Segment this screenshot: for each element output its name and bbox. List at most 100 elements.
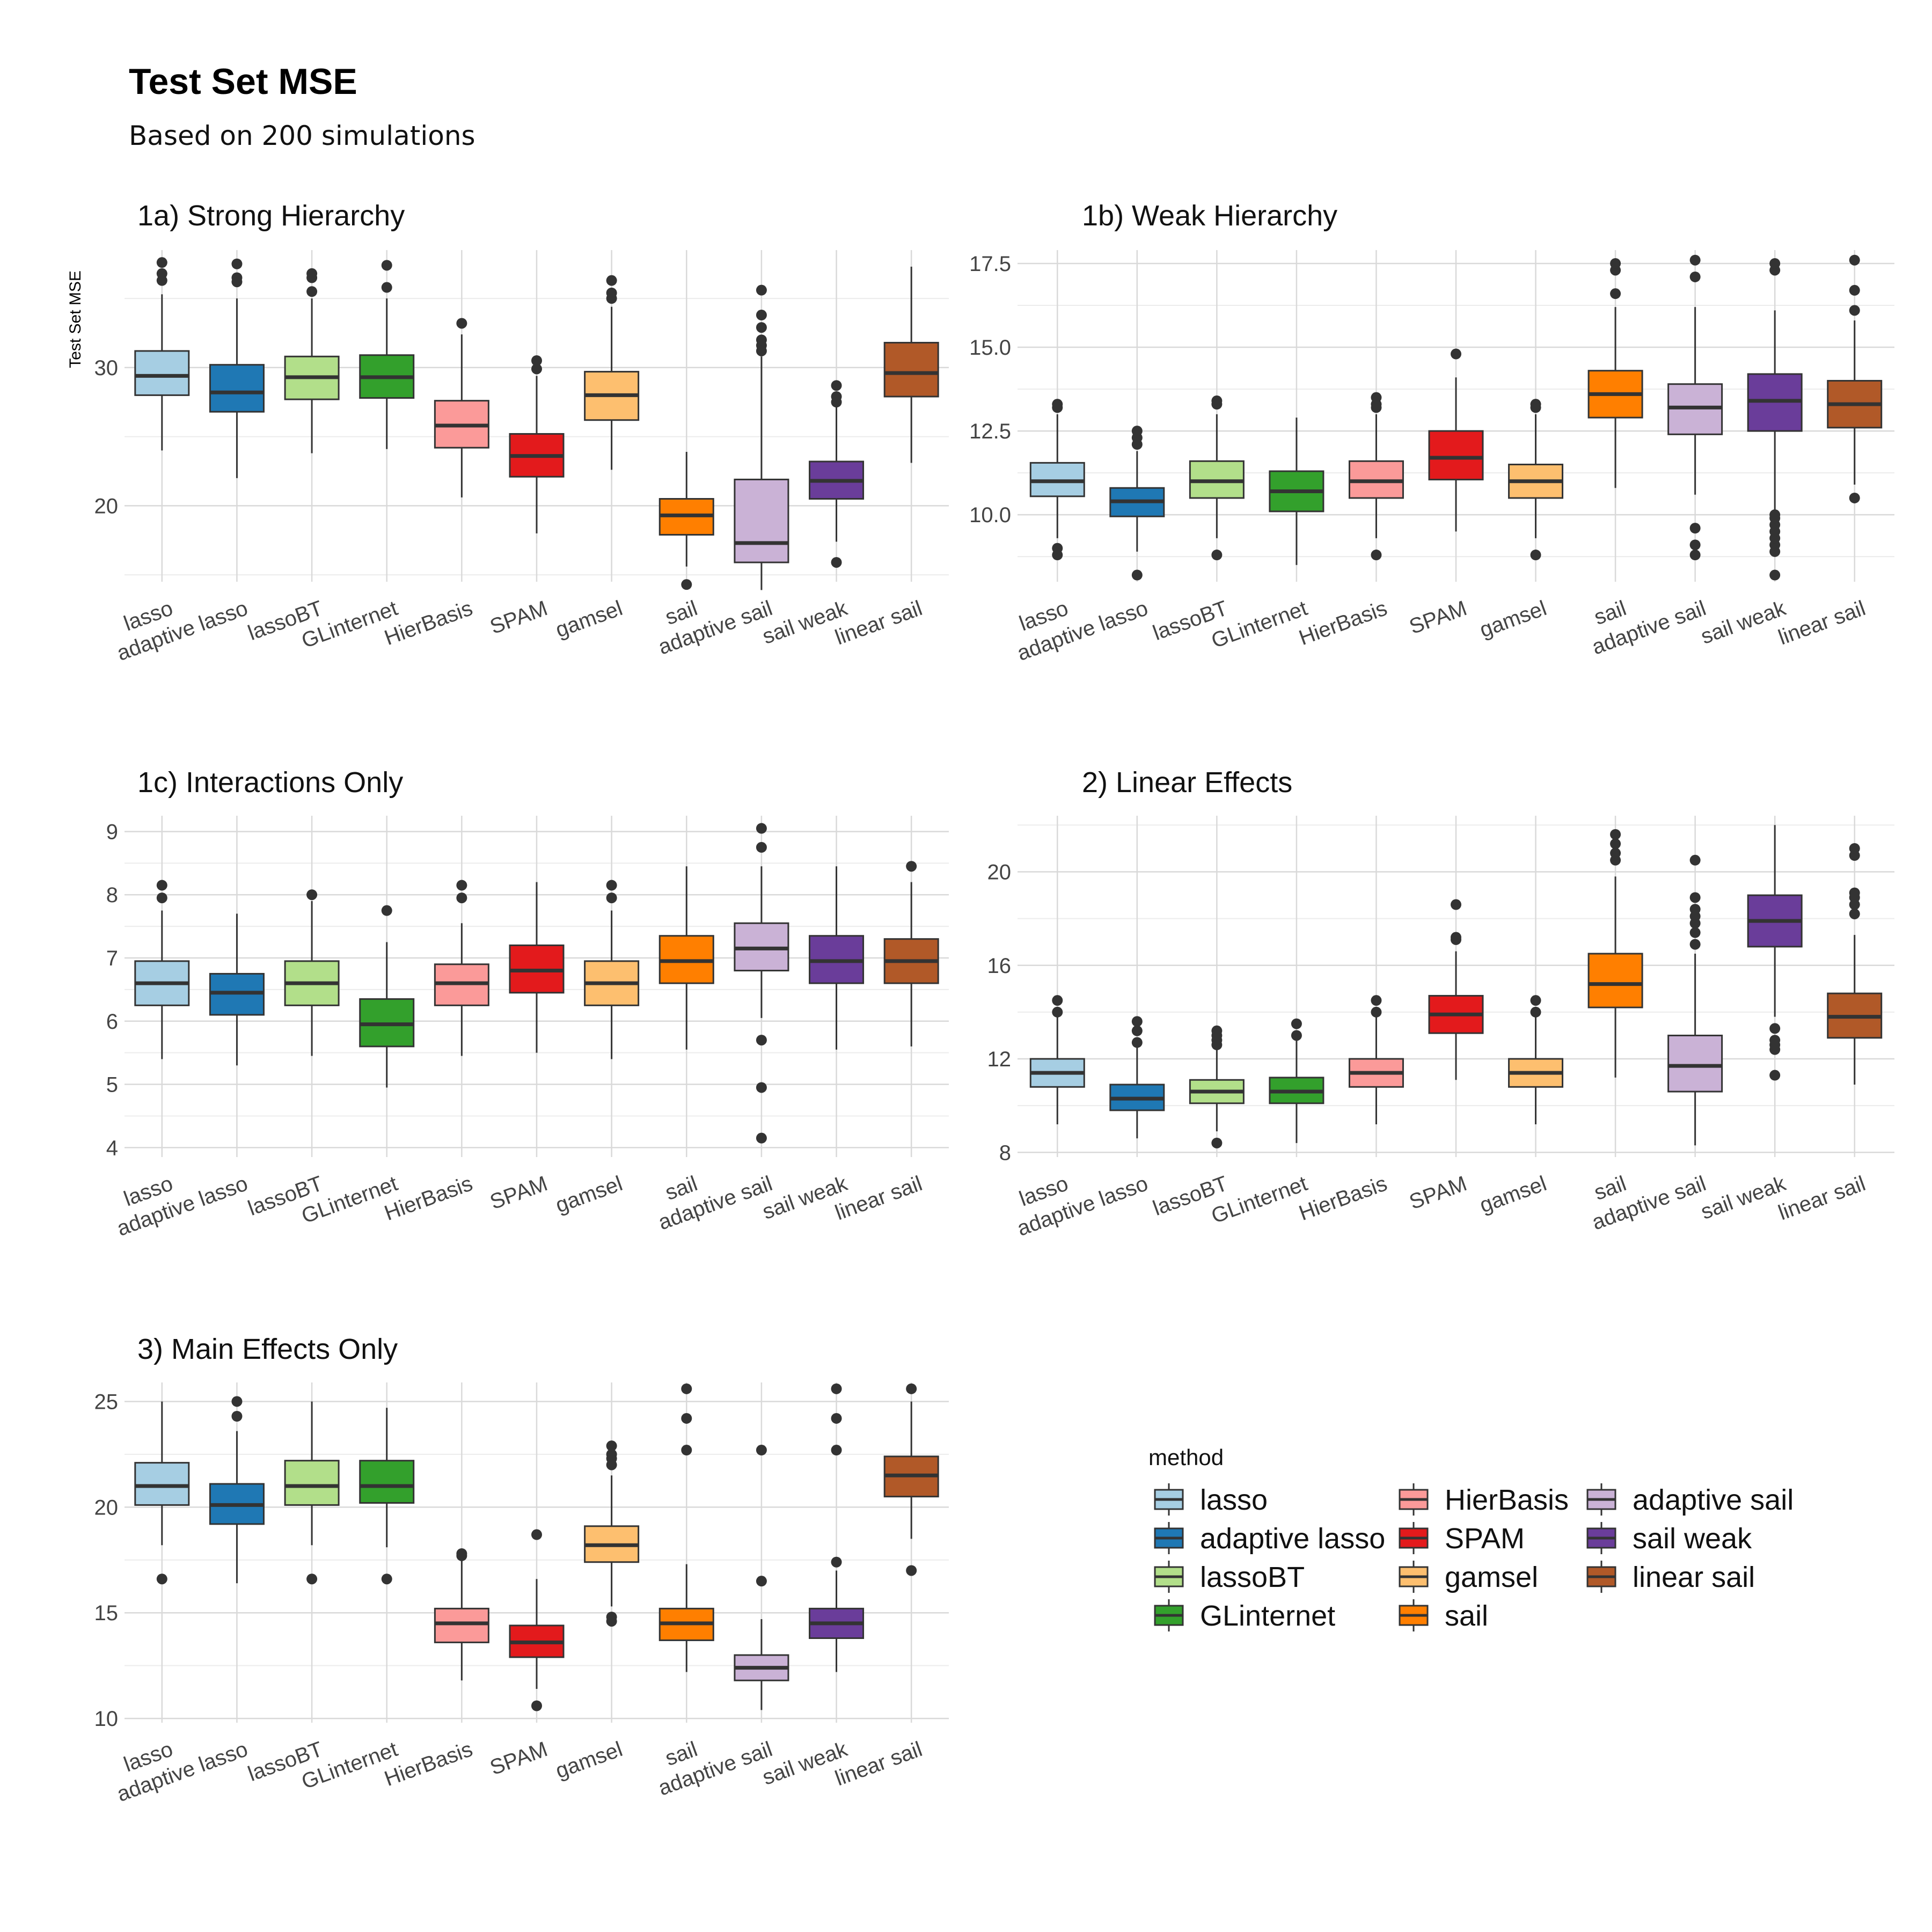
box-lasso [134, 257, 190, 451]
outlier-point [756, 1132, 767, 1144]
outlier-point [1291, 1018, 1302, 1029]
outlier-point [156, 892, 167, 904]
box-sail [1587, 829, 1643, 1078]
outlier-point [1849, 254, 1860, 266]
y-tick-label: 20 [94, 494, 119, 518]
box-adaptive-lasso [209, 258, 265, 478]
box-spam [509, 882, 565, 1053]
outlier-point [1689, 523, 1701, 534]
outlier-point [756, 1035, 767, 1046]
outlier-point [756, 322, 767, 333]
box-lasso [1029, 995, 1085, 1125]
outlier-point [456, 318, 467, 329]
outlier-point [1689, 904, 1701, 915]
y-tick-label: 8 [999, 1141, 1011, 1165]
legend-label: linear sail [1633, 1561, 1755, 1593]
y-tick-label: 10 [94, 1707, 119, 1731]
outlier-point [1610, 847, 1621, 859]
outlier-point [531, 1700, 542, 1711]
outlier-point [1451, 932, 1461, 943]
outlier-point [1131, 1016, 1143, 1027]
outlier-point [156, 1574, 167, 1585]
box-sail-weak [809, 380, 865, 568]
outlier-point [1291, 1030, 1302, 1041]
outlier-point [906, 1565, 917, 1576]
outlier-point [756, 1445, 767, 1456]
outlier-point [231, 258, 243, 269]
box-gamsel [1508, 399, 1564, 561]
outlier-point [1849, 908, 1860, 919]
outlier-point [1211, 1025, 1223, 1036]
outlier-point [606, 1612, 617, 1623]
box-lassobt [284, 268, 340, 453]
box-sail [658, 1383, 714, 1672]
figure-subtitle: Based on 200 simulations [129, 120, 475, 151]
outlier-point [381, 1574, 392, 1585]
outlier-point [1131, 426, 1143, 437]
outlier-point [756, 841, 767, 853]
iqr-box [134, 350, 190, 396]
box-adaptive-lasso [209, 1396, 265, 1584]
box-adaptive-sail [1667, 254, 1723, 561]
box-sail [1587, 258, 1643, 488]
panel-4-title: 2) Linear Effects [1082, 766, 1292, 799]
legend-item-lassobt: lassoBT [1154, 1561, 1305, 1593]
outlier-point [1451, 348, 1461, 360]
outlier-point [606, 275, 617, 286]
box-linear-sail [883, 861, 939, 1046]
legend-item-adaptive-sail: adaptive sail [1586, 1483, 1794, 1516]
outlier-point [1451, 899, 1461, 910]
box-gamsel [1508, 995, 1564, 1125]
box-lasso [134, 1401, 190, 1585]
outlier-point [1211, 1137, 1223, 1148]
outlier-point [1530, 1006, 1541, 1018]
outlier-point [1131, 1037, 1143, 1048]
box-glinternet [1269, 1018, 1324, 1143]
outlier-point [1689, 939, 1701, 950]
outlier-point [1610, 258, 1621, 269]
outlier-point [1769, 1070, 1781, 1081]
outlier-point [1211, 395, 1223, 406]
outlier-point [1530, 995, 1541, 1006]
outlier-point [1849, 305, 1860, 316]
iqr-box [284, 1460, 340, 1506]
outlier-point [831, 391, 842, 402]
box-lassobt [284, 1401, 340, 1585]
y-tick-label: 16 [987, 954, 1012, 978]
y-tick-label: 30 [94, 356, 119, 380]
legend-label: adaptive lasso [1200, 1523, 1385, 1555]
box-lassobt [1189, 1025, 1245, 1148]
box-adaptive-sail [734, 823, 789, 1144]
outlier-point [606, 892, 617, 904]
outlier-point [456, 892, 467, 904]
outlier-point [306, 889, 318, 901]
legend-label: SPAM [1445, 1523, 1525, 1555]
y-tick-label: 25 [94, 1390, 119, 1414]
legend-title: method [1148, 1445, 1224, 1470]
outlier-point [1769, 1023, 1781, 1034]
outlier-point [756, 284, 767, 296]
iqr-box [434, 1607, 489, 1643]
legend-label: lassoBT [1200, 1561, 1305, 1593]
outlier-point [1769, 1035, 1781, 1046]
box-adaptive-lasso [1109, 426, 1165, 581]
legend: method lasso adaptive lasso lassoBT GLintern… [1148, 1445, 1794, 1632]
box-spam [509, 355, 565, 533]
outlier-point [456, 880, 467, 891]
box-adaptive-sail [734, 284, 789, 590]
outlier-point [1689, 539, 1701, 551]
box-spam [1428, 348, 1484, 532]
box-gamsel [584, 1440, 640, 1627]
outlier-point [531, 355, 542, 366]
legend-item-sail-weak: sail weak [1586, 1522, 1752, 1555]
outlier-point [831, 557, 842, 568]
y-tick-label: 7 [106, 947, 118, 970]
y-tick-label: 20 [94, 1496, 119, 1519]
box-lassobt [1189, 395, 1245, 561]
outlier-point [1689, 271, 1701, 282]
outlier-point [156, 268, 167, 279]
outlier-point [756, 1576, 767, 1587]
outlier-point [1371, 392, 1382, 403]
outlier-point [1689, 927, 1701, 938]
